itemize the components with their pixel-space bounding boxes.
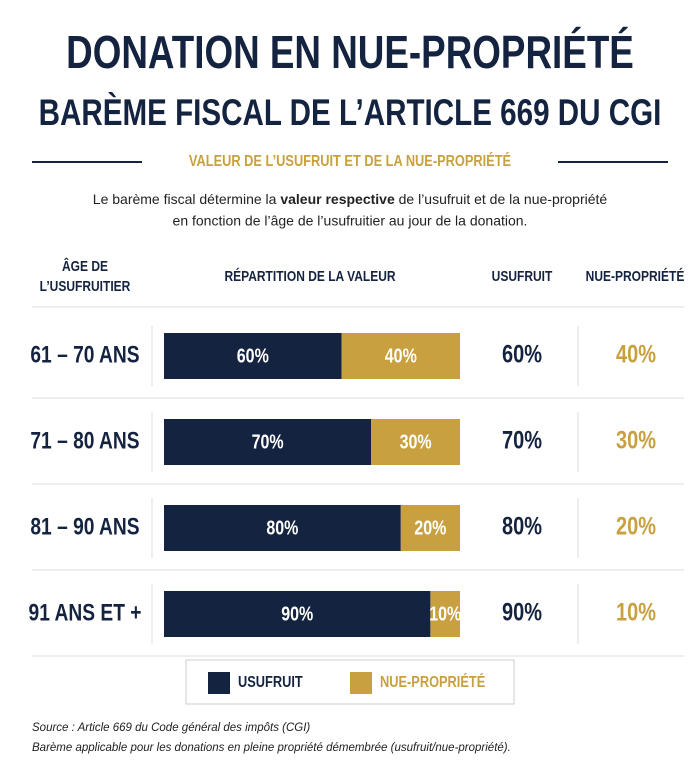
row-label: 61 – 70 ANS: [30, 341, 139, 368]
legend-swatch: [350, 672, 372, 694]
row-label: 81 – 90 ANS: [30, 513, 139, 540]
subtitle: BARÈME FISCAL DE L’ARTICLE 669 DU CGI: [39, 92, 662, 133]
legend-box: [185, 659, 515, 705]
value-cell: 30%: [616, 427, 656, 455]
bar-segment: [371, 419, 460, 465]
column-header: ÂGE DE: [62, 257, 108, 275]
value-cell: 80%: [502, 513, 542, 541]
legend-swatch: [208, 672, 230, 694]
column-header: RÉPARTITION DE LA VALEUR: [224, 268, 395, 285]
value-cell: 40%: [616, 341, 656, 369]
bar-label: 30%: [400, 431, 432, 453]
footnote: Barème applicable pour les donations en …: [32, 742, 511, 754]
bar-segment: [400, 505, 460, 551]
bar-label: 70%: [252, 431, 284, 453]
column-header: NUE-PROPRIÉTÉ: [586, 268, 685, 285]
value-cell: 10%: [616, 599, 656, 627]
legend-label: USUFRUIT: [238, 674, 303, 691]
bar-label: 80%: [266, 517, 298, 539]
intro: en fonction de l’âge de l’usufruitier au…: [173, 213, 528, 229]
bar-segment: [164, 419, 372, 465]
column-header: L’USUFRUITIER: [40, 278, 131, 295]
footnote: Source : Article 669 du Code général des…: [32, 722, 310, 734]
bar-segment: [341, 333, 460, 379]
intro-text: de l’usufruit et de la nue-propriété: [395, 191, 608, 207]
section-title: VALEUR DE L’USUFRUIT ET DE LA NUE-PROPRI…: [189, 151, 511, 170]
bar-label: 10%: [429, 603, 461, 625]
intro-bold: valeur respective: [280, 191, 395, 207]
value-cell: 70%: [502, 427, 542, 455]
bar-label: 20%: [414, 517, 446, 539]
intro: Le barème fiscal détermine la valeur res…: [93, 191, 608, 207]
row-label: 71 – 80 ANS: [30, 427, 139, 454]
bar-label: 60%: [237, 345, 269, 367]
bar-label: 90%: [281, 603, 313, 625]
title: DONATION EN NUE-PROPRIÉTÉ: [66, 26, 634, 78]
bar-segment: [164, 505, 401, 551]
column-header: USUFRUIT: [492, 268, 553, 285]
row-label: 91 ANS ET +: [29, 599, 142, 626]
value-cell: 60%: [502, 341, 542, 369]
bar-segment: [164, 591, 431, 637]
value-cell: 20%: [616, 513, 656, 541]
bar-segment: [430, 591, 460, 637]
value-cell: 90%: [502, 599, 542, 627]
legend-label: NUE-PROPRIÉTÉ: [380, 672, 486, 691]
bar-label: 40%: [385, 345, 417, 367]
intro-text: Le barème fiscal détermine la: [93, 191, 281, 207]
bar-segment: [164, 333, 342, 379]
